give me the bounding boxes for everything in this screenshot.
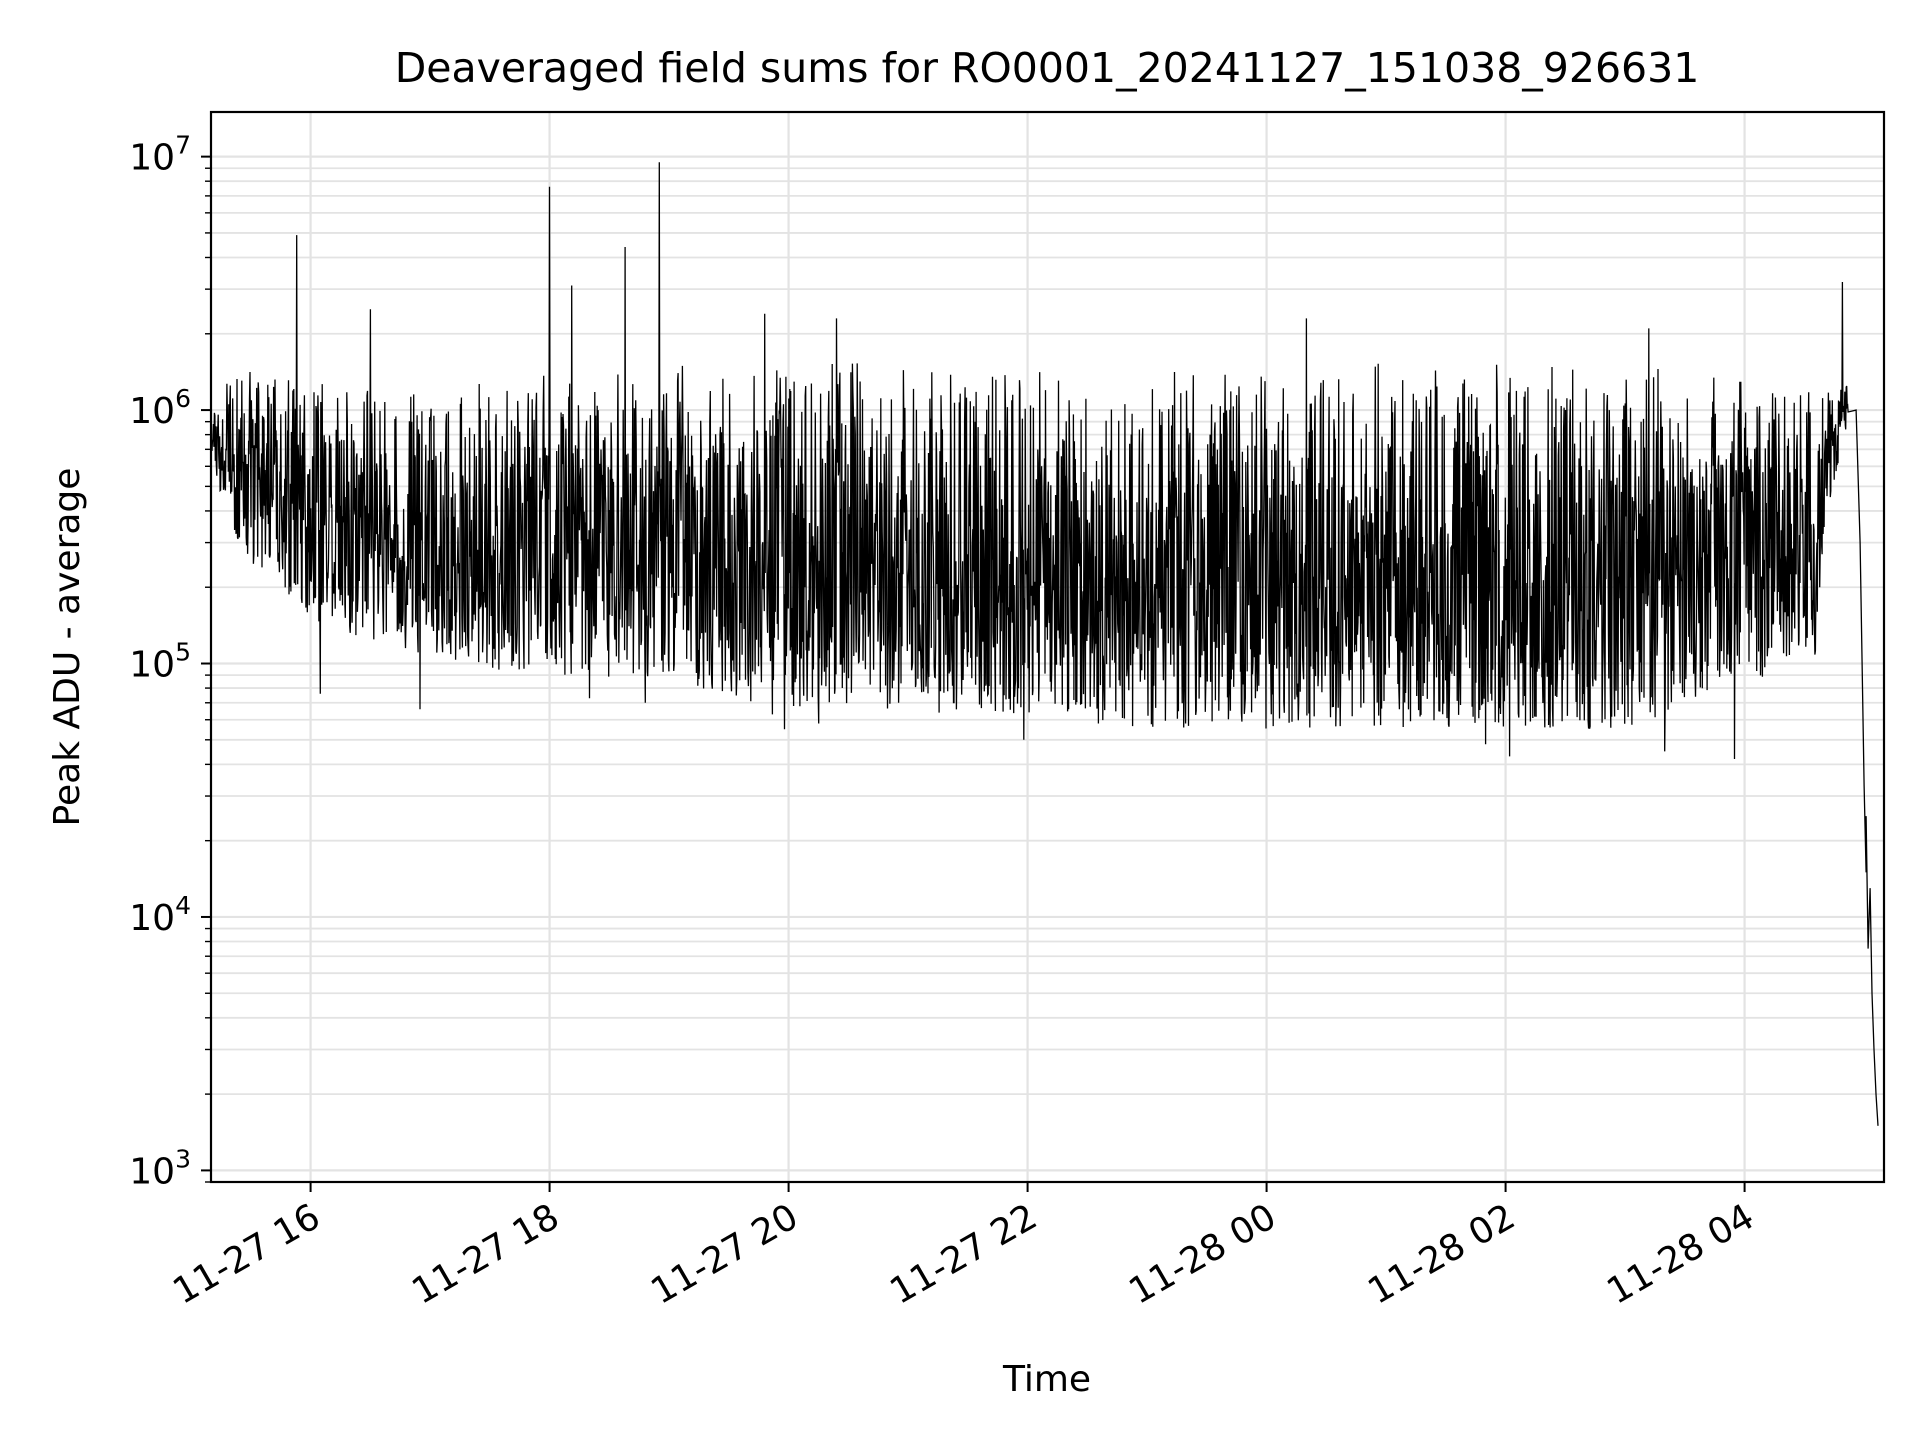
y-tick-exponent: 4 — [175, 891, 191, 920]
y-tick-exponent: 5 — [175, 638, 191, 667]
y-tick-base: 10 — [129, 645, 175, 686]
y-tick-base: 10 — [129, 138, 175, 179]
x-axis-label: Time — [1002, 1359, 1091, 1400]
y-tick-base: 10 — [129, 898, 175, 939]
y-tick-base: 10 — [129, 1151, 175, 1192]
chart-title: Deaveraged field sums for RO0001_2024112… — [395, 44, 1700, 92]
y-tick-exponent: 6 — [175, 384, 191, 413]
y-tick-exponent: 3 — [175, 1144, 191, 1173]
y-tick-base: 10 — [129, 391, 175, 432]
y-axis-label: Peak ADU - average — [47, 468, 88, 827]
y-tick-exponent: 7 — [175, 131, 191, 160]
